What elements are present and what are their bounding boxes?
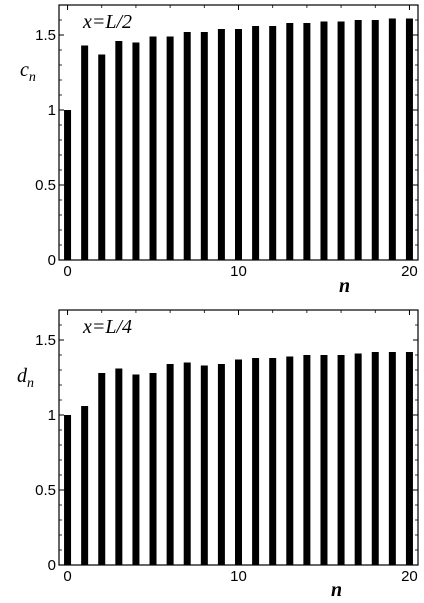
bar-n13: [286, 23, 294, 260]
bar-n7: [183, 362, 191, 565]
bar-n16: [337, 21, 345, 260]
bar-n9: [217, 29, 225, 260]
bar-n16: [337, 355, 345, 565]
bar-n4: [132, 374, 140, 565]
tick-group: 0 0.5 1 1.5 0 10 20: [35, 4, 418, 280]
y-tick-label: 0: [48, 557, 56, 574]
y-axis-label-subscript: n: [27, 376, 34, 391]
y-axis-label-main: d: [17, 365, 28, 387]
bar-n1: [81, 45, 89, 260]
bar-n10: [235, 29, 242, 260]
bar-n5: [149, 373, 157, 565]
y-tick-label: 1: [48, 102, 56, 119]
y-axis-label-subscript: n: [29, 70, 36, 85]
bar-n4: [132, 42, 140, 260]
tick-group: 0 0.5 1 1.5 0 10 20: [35, 309, 418, 585]
panel-annotation: x=L/2: [82, 11, 132, 33]
bar-group: [64, 352, 413, 565]
chart-panel-top: 00.511.50 10 20 x=L/2 cn n: [20, 4, 419, 297]
x-axis-label: n: [339, 275, 350, 297]
bar-n2: [98, 373, 106, 565]
bar-n17: [354, 20, 362, 260]
x-tick-label: 0: [63, 263, 71, 280]
bar-n8: [200, 32, 208, 260]
bar-n3: [115, 41, 123, 260]
bar-n11: [252, 26, 260, 260]
bar-n0: [64, 415, 72, 565]
bar-n15: [320, 355, 328, 565]
bar-n13: [286, 356, 294, 565]
bar-n7: [183, 32, 191, 260]
x-tick-label: 10: [230, 568, 247, 585]
y-tick-label: 0.5: [35, 482, 56, 499]
bar-n19: [388, 18, 396, 260]
bar-n12: [269, 358, 277, 565]
bar-n18: [371, 20, 379, 260]
bar-n10: [235, 359, 242, 565]
y-tick-label: 0: [48, 252, 56, 269]
y-axis-label-main: c: [20, 59, 29, 81]
x-tick-label: 10: [230, 263, 247, 280]
y-tick-label: 0.5: [35, 177, 56, 194]
x-tick-label: 20: [401, 263, 418, 280]
bar-n6: [166, 364, 174, 565]
y-axis-label: cn: [20, 59, 36, 85]
y-axis-label: dn: [17, 365, 34, 391]
bar-n18: [371, 352, 379, 565]
panel-annotation: x=L/4: [82, 316, 132, 338]
bar-n9: [217, 364, 225, 565]
bar-n19: [388, 352, 396, 565]
y-tick-label: 1.5: [35, 27, 56, 44]
bar-n11: [252, 358, 260, 565]
bar-n8: [200, 365, 208, 565]
y-tick-label: 1: [48, 407, 56, 424]
bar-n3: [115, 368, 123, 565]
bar-n15: [320, 21, 328, 260]
bar-n17: [354, 353, 362, 565]
bar-n6: [166, 36, 174, 260]
x-tick-label: 20: [401, 568, 418, 585]
x-axis-label: n: [331, 579, 342, 601]
x-tick-label: 0: [63, 568, 71, 585]
bar-n2: [98, 54, 106, 260]
bar-group: [64, 18, 413, 260]
bar-n14: [303, 355, 311, 565]
bar-n20: [405, 18, 413, 260]
bar-n0: [64, 110, 72, 260]
chart-panel-bottom: 00.511.50 10 20 x=L/4 dn n: [17, 309, 419, 601]
bar-n14: [303, 23, 311, 260]
bar-n5: [149, 36, 157, 260]
bar-n1: [81, 406, 89, 565]
y-tick-label: 1.5: [35, 332, 56, 349]
bar-n20: [405, 352, 413, 565]
bar-n12: [269, 26, 277, 260]
